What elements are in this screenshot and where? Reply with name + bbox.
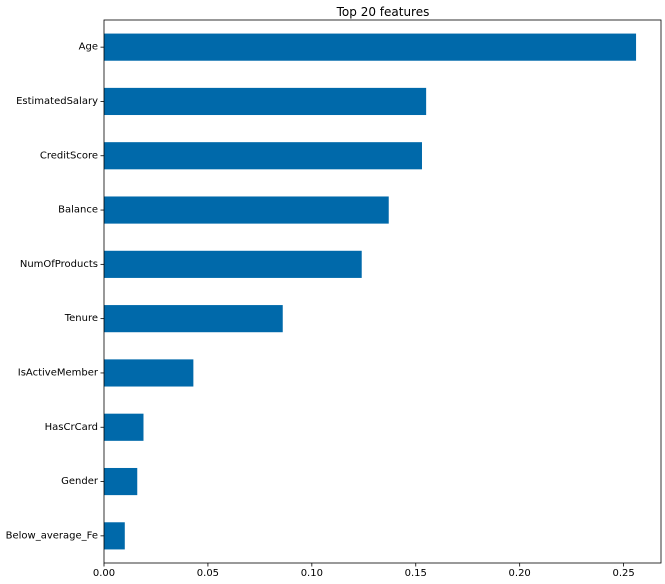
x-axis: 0.00 0.05 0.10 0.15 0.20 0.25 [93, 563, 635, 579]
y-tick-label: Tenure [64, 313, 98, 324]
x-tick-label: 0.05 [197, 568, 219, 579]
bar-hascrcard [104, 413, 144, 441]
y-tick-label: NumOfProducts [20, 259, 98, 270]
y-tick-label: IsActiveMember [18, 367, 99, 378]
bars-group [104, 33, 637, 550]
y-tick-label: HasCrCard [45, 422, 98, 433]
x-tick-label: 0.25 [612, 568, 634, 579]
bar-isactivemember [104, 359, 194, 387]
y-axis: Age EstimatedSalary CreditScore Balance NumO… [6, 42, 104, 541]
y-tick-label: CreditScore [40, 150, 98, 161]
y-tick-label: EstimatedSalary [16, 96, 98, 107]
bar-gender [104, 467, 138, 496]
x-tick-label: 0.00 [93, 568, 115, 579]
plot-frame [103, 19, 662, 564]
x-tick-label: 0.20 [509, 568, 531, 579]
bar-numofproducts [104, 250, 362, 278]
bar-age [104, 33, 637, 61]
chart-title: Top 20 features [336, 5, 430, 19]
y-tick-label: Below_average_Fe [6, 530, 98, 541]
y-tick-label: Age [79, 42, 98, 53]
bar-tenure [104, 305, 283, 333]
y-tick-label: Gender [61, 476, 99, 487]
y-tick-label: Balance [58, 205, 98, 216]
x-tick-label: 0.10 [301, 568, 323, 579]
bar-estimatedsalary [104, 87, 427, 116]
bar-creditscore [104, 142, 422, 170]
bar-balance [104, 196, 389, 224]
x-tick-label: 0.15 [405, 568, 427, 579]
bar-below-average-fe [104, 522, 125, 550]
